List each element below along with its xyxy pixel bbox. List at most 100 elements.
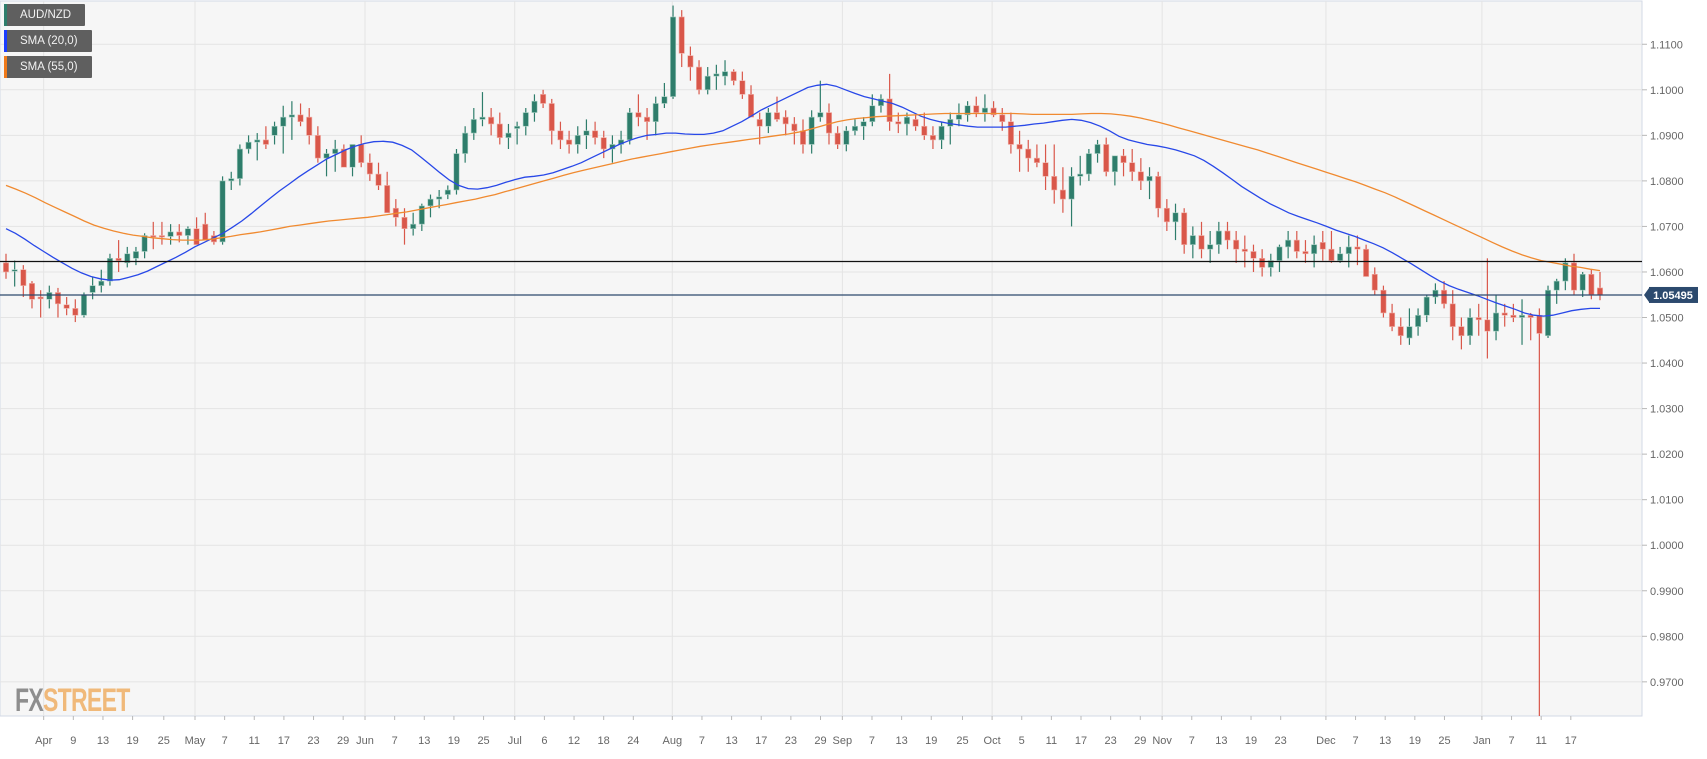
candle[interactable] [652, 96, 659, 136]
candle[interactable] [1146, 167, 1153, 200]
candle[interactable] [496, 112, 503, 145]
candle[interactable] [739, 71, 746, 99]
candle[interactable] [3, 253, 9, 279]
candle[interactable] [20, 265, 27, 298]
candle[interactable] [774, 96, 780, 122]
candle[interactable] [730, 69, 737, 86]
candle[interactable] [150, 221, 157, 250]
candle[interactable] [410, 212, 417, 236]
candle[interactable] [141, 233, 148, 259]
candle[interactable] [340, 144, 347, 168]
candle[interactable] [98, 269, 105, 293]
candle[interactable] [228, 171, 235, 190]
candle[interactable] [514, 121, 521, 145]
candle[interactable] [531, 94, 538, 122]
candle[interactable] [566, 130, 573, 154]
candle[interactable] [687, 46, 694, 81]
candle[interactable] [1241, 235, 1248, 268]
candle[interactable] [375, 162, 382, 190]
candle[interactable] [1103, 137, 1110, 177]
candle[interactable] [1423, 294, 1430, 323]
candle[interactable] [765, 108, 772, 134]
candle[interactable] [1016, 130, 1023, 172]
candle[interactable] [626, 108, 633, 145]
candle[interactable] [63, 297, 70, 316]
candle[interactable] [46, 285, 53, 309]
candle[interactable] [1328, 230, 1335, 263]
candle[interactable] [696, 60, 703, 95]
candle[interactable] [158, 221, 165, 245]
candle[interactable] [990, 101, 997, 118]
candle[interactable] [1432, 283, 1439, 304]
candle[interactable] [851, 119, 858, 136]
candle[interactable] [1215, 221, 1222, 254]
candle[interactable] [1389, 303, 1396, 332]
candle[interactable] [869, 94, 876, 127]
legend-item-sma55[interactable]: SMA (55,0) [4, 56, 92, 78]
candle[interactable] [306, 108, 313, 145]
candle[interactable] [332, 139, 339, 172]
candle[interactable] [1181, 208, 1188, 254]
candle[interactable] [748, 85, 755, 118]
candle[interactable] [938, 121, 945, 150]
candle[interactable] [1458, 317, 1465, 350]
candle[interactable] [427, 194, 434, 218]
candle[interactable] [722, 60, 729, 86]
candle[interactable] [877, 94, 884, 113]
candle[interactable] [1094, 139, 1101, 163]
candle[interactable] [1129, 149, 1136, 181]
candle[interactable] [912, 114, 919, 131]
candle[interactable] [661, 82, 668, 109]
candle[interactable] [592, 121, 599, 145]
candle[interactable] [1311, 235, 1318, 268]
candle[interactable] [522, 108, 529, 136]
candle[interactable] [106, 253, 113, 286]
candle[interactable] [557, 121, 564, 150]
candle[interactable] [548, 98, 555, 145]
candle[interactable] [1111, 155, 1118, 186]
candle[interactable] [704, 67, 711, 95]
candle[interactable] [1380, 285, 1387, 318]
candle[interactable] [1267, 253, 1274, 277]
candle[interactable] [72, 299, 79, 323]
candle[interactable] [843, 126, 850, 152]
candle[interactable] [1397, 317, 1404, 345]
candle[interactable] [366, 153, 373, 181]
candle[interactable] [540, 89, 547, 109]
candle[interactable] [1484, 258, 1491, 359]
candle[interactable] [713, 64, 720, 90]
candle[interactable] [834, 126, 841, 150]
candle[interactable] [1510, 303, 1517, 323]
candle[interactable] [1007, 112, 1014, 154]
candle[interactable] [479, 92, 486, 127]
candle[interactable] [288, 101, 295, 140]
candle[interactable] [470, 108, 477, 140]
candle[interactable] [791, 117, 798, 145]
legend-item-audnzd[interactable]: AUD/NZD [4, 4, 86, 26]
candle[interactable] [349, 144, 356, 177]
candle[interactable] [1345, 235, 1352, 268]
candle[interactable] [297, 103, 304, 127]
candle[interactable] [323, 149, 330, 177]
candle[interactable] [80, 292, 87, 318]
candle[interactable] [1051, 144, 1058, 204]
candle[interactable] [132, 246, 139, 266]
candle[interactable] [1354, 235, 1361, 266]
legend-item-sma20[interactable]: SMA (20,0) [4, 30, 92, 52]
candle[interactable] [1224, 221, 1231, 250]
candle[interactable] [1406, 308, 1413, 345]
candle[interactable] [600, 130, 607, 159]
candle[interactable] [314, 126, 321, 163]
candle[interactable] [193, 217, 200, 245]
candle[interactable] [1475, 303, 1482, 336]
candle[interactable] [1337, 246, 1344, 263]
candle[interactable] [1033, 144, 1040, 168]
candle[interactable] [236, 144, 243, 186]
candle[interactable] [1259, 249, 1266, 277]
candle[interactable] [262, 126, 269, 150]
candle[interactable] [1363, 244, 1370, 277]
candle[interactable] [1198, 221, 1205, 259]
candle[interactable] [444, 185, 451, 200]
candle[interactable] [1501, 303, 1508, 327]
